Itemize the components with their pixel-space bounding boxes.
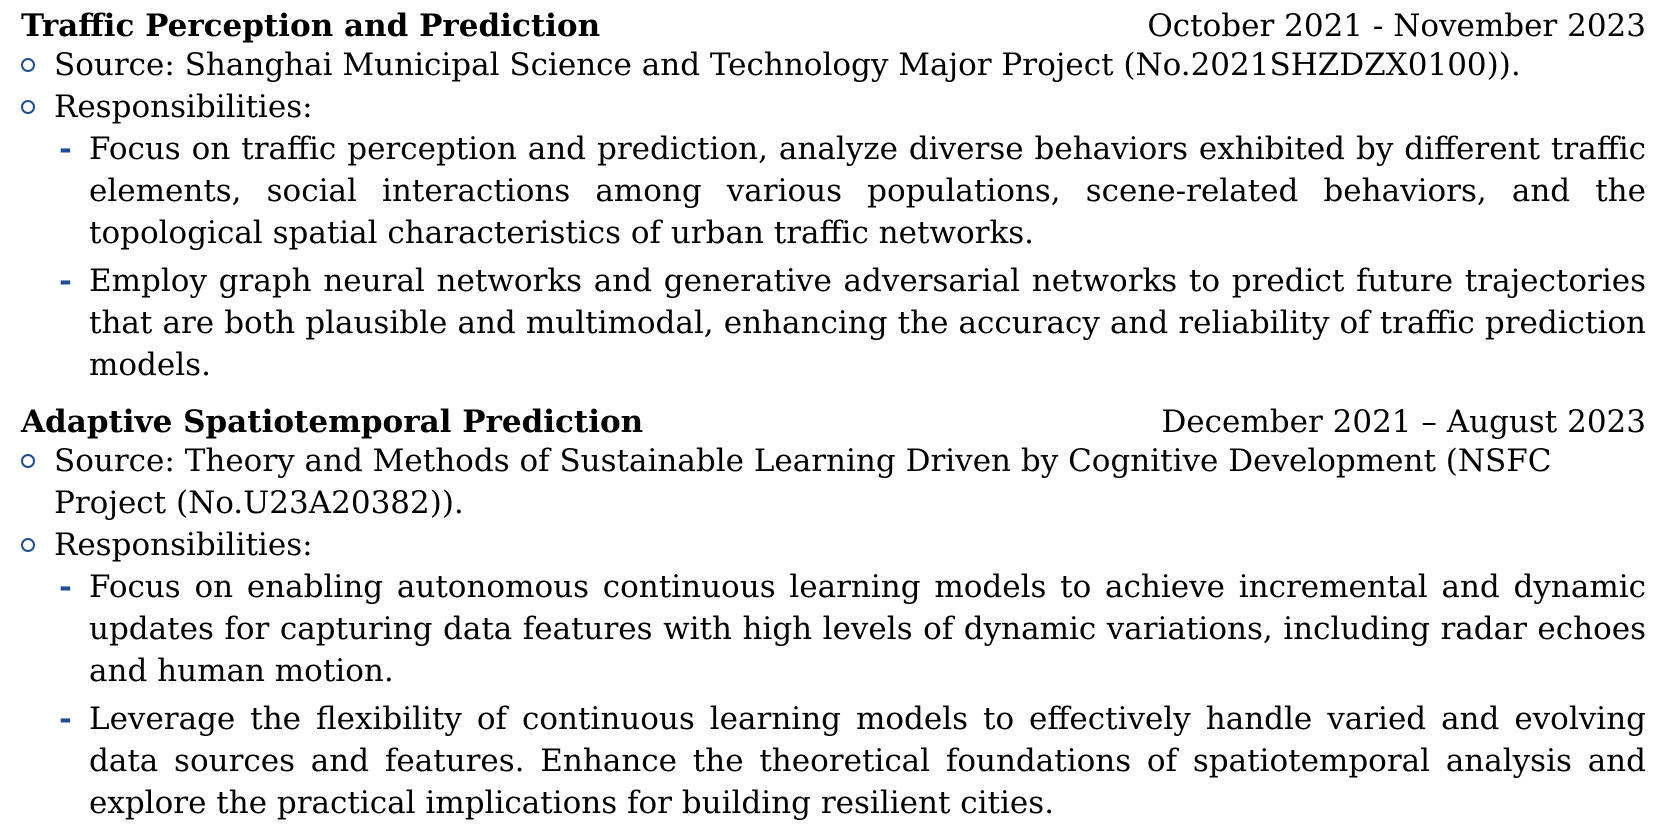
- dash-bullet-icon: -: [59, 569, 72, 605]
- circle-bullet-icon: [21, 454, 35, 468]
- source-text: Source: Shanghai Municipal Science and T…: [54, 47, 1521, 83]
- dash-bullet-icon: -: [59, 263, 72, 299]
- circle-bullet-icon: [21, 58, 35, 72]
- source-text: Source: Theory and Methods of Sustainabl…: [54, 443, 1552, 521]
- circle-bullet-icon: [21, 538, 35, 552]
- circle-bullet-icon: [21, 100, 35, 114]
- source-item: Source: Shanghai Municipal Science and T…: [21, 44, 1646, 86]
- project-header: Traffic Perception and Prediction Octobe…: [21, 0, 1646, 44]
- project-dates: December 2021 – August 2023: [1161, 404, 1646, 440]
- project-traffic-perception: Traffic Perception and Prediction Octobe…: [21, 0, 1646, 386]
- responsibility-item: - Leverage the flexibility of continuous…: [21, 698, 1646, 824]
- project-header: Adaptive Spatiotemporal Prediction Decem…: [21, 396, 1646, 440]
- responsibilities-list: - Focus on enabling autonomous continuou…: [21, 566, 1646, 824]
- project-adaptive-spatiotemporal: Adaptive Spatiotemporal Prediction Decem…: [21, 396, 1646, 824]
- responsibilities-item: Responsibilities:: [21, 524, 1646, 566]
- responsibility-item: - Employ graph neural networks and gener…: [21, 260, 1646, 386]
- responsibilities-label: Responsibilities:: [54, 89, 313, 125]
- project-dates: October 2021 - November 2023: [1147, 8, 1646, 44]
- responsibility-text: Employ graph neural networks and generat…: [89, 263, 1646, 383]
- responsibility-item: - Focus on traffic perception and predic…: [21, 128, 1646, 254]
- responsibilities-item: Responsibilities:: [21, 86, 1646, 128]
- responsibility-text: Leverage the flexibility of continuous l…: [89, 701, 1646, 821]
- responsibilities-label: Responsibilities:: [54, 527, 313, 563]
- document-page: Traffic Perception and Prediction Octobe…: [21, 0, 1646, 830]
- dash-bullet-icon: -: [59, 701, 72, 737]
- project-title: Adaptive Spatiotemporal Prediction: [21, 404, 644, 440]
- responsibility-item: - Focus on enabling autonomous continuou…: [21, 566, 1646, 692]
- responsibility-text: Focus on traffic perception and predicti…: [89, 131, 1646, 251]
- responsibilities-list: - Focus on traffic perception and predic…: [21, 128, 1646, 386]
- project-title: Traffic Perception and Prediction: [21, 8, 601, 44]
- responsibility-text: Focus on enabling autonomous continuous …: [89, 569, 1646, 689]
- source-item: Source: Theory and Methods of Sustainabl…: [21, 440, 1646, 524]
- dash-bullet-icon: -: [59, 131, 72, 167]
